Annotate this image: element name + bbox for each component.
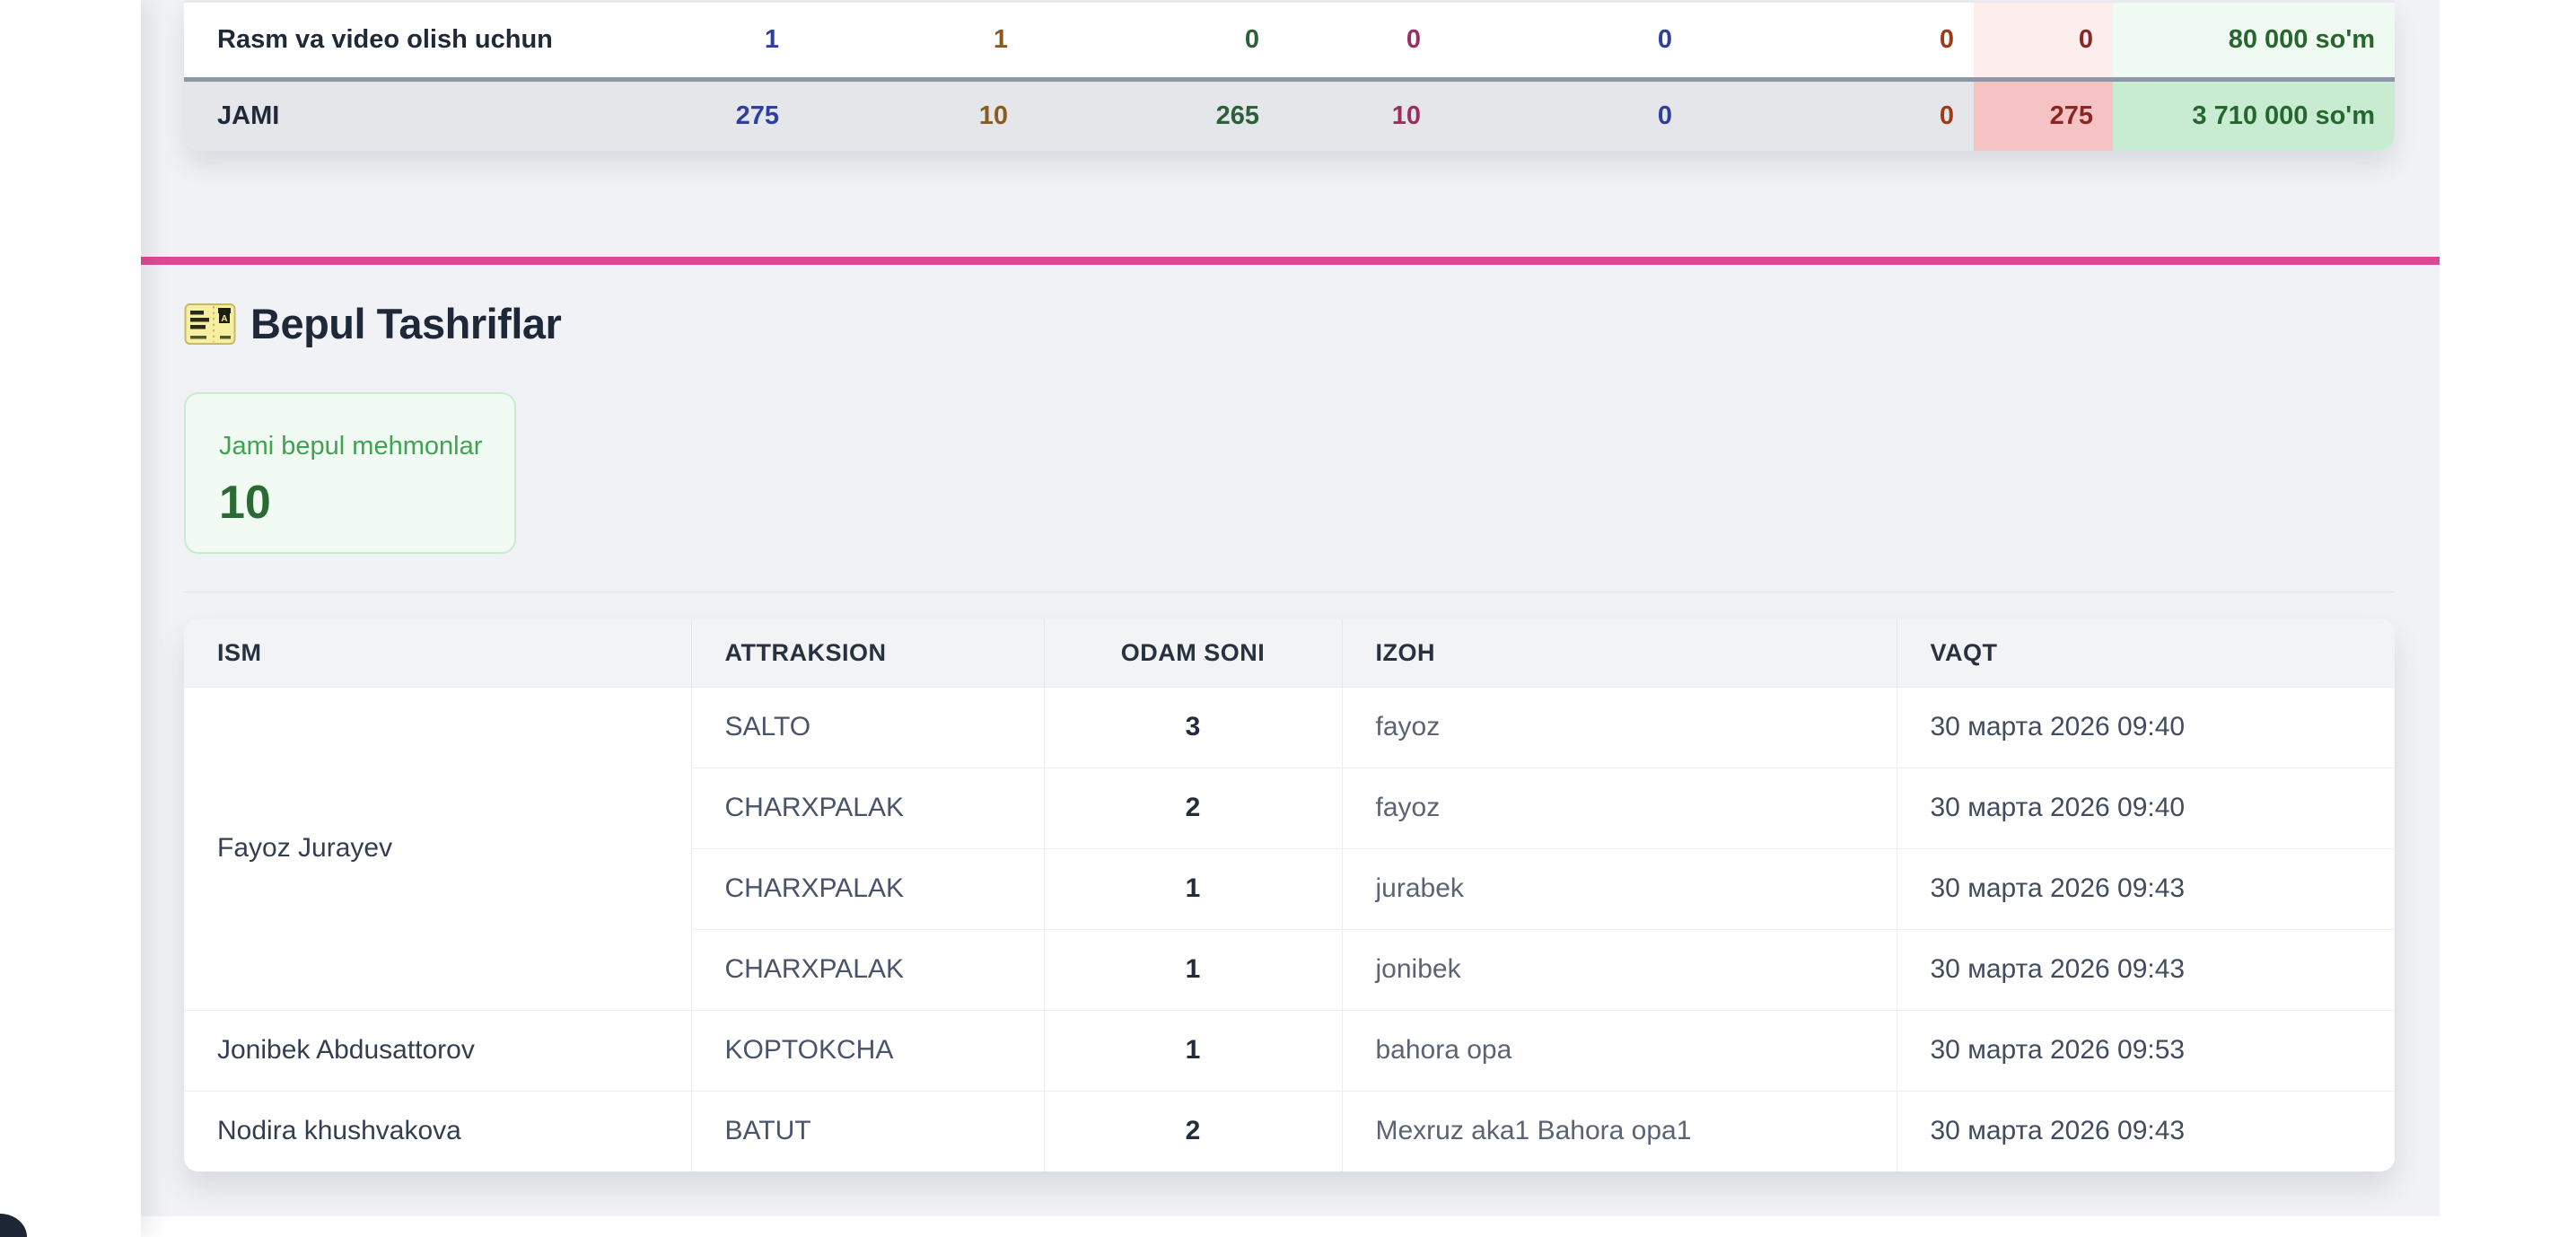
summary-table-card: Rasm va video olish uchun 1 1 0 0 0 0 0 80 000 s… <box>184 0 2395 151</box>
summary-value: 1 <box>764 24 779 54</box>
summary-value: 275 <box>628 76 799 151</box>
visit-row: CHARXPALAK 1 jonibek 30 марта 2026 09:43 <box>184 928 2395 1010</box>
section-header: A Bepul Tashriflar <box>184 299 562 348</box>
attraction-cell: CHARXPALAK <box>691 767 1045 848</box>
visitor-name: Fayoz Jurayev <box>184 686 692 1010</box>
note-cell: Mexruz aka1 Bahora opa1 <box>1342 1090 1897 1171</box>
summary-value: 0 <box>1939 24 1954 54</box>
summary-row-label: Rasm va video olish uchun <box>217 24 553 54</box>
count-cell: 1 <box>1044 847 1343 929</box>
summary-total-row: JAMI 275 10 265 10 0 0 275 3 710 000 so'm <box>184 76 2395 151</box>
free-guests-value: 10 <box>219 477 271 529</box>
time-cell: 30 марта 2026 09:53 <box>1897 1009 2395 1091</box>
column-header-odam-soni: ODAM SONI <box>1044 619 1343 687</box>
content-panel: Rasm va video olish uchun 1 1 0 0 0 0 0 80 000 s… <box>141 0 2440 1216</box>
section-divider <box>141 257 2440 265</box>
time-cell: 30 марта 2026 09:40 <box>1897 686 2395 768</box>
note-cell: jurabek <box>1342 847 1897 929</box>
summary-pink-value: 275 <box>1974 76 2113 151</box>
visits-table-card: ISM ATTRAKSION ODAM SONI IZOH VAQT Fayoz Jur… <box>184 619 2395 1171</box>
summary-value: 10 <box>1279 76 1441 151</box>
visits-table-body: Fayoz Jurayev SALTO 3 fayoz 30 марта 2026 09… <box>184 686 2395 1171</box>
note-cell: jonibek <box>1342 928 1897 1010</box>
section-title: Bepul Tashriflar <box>250 300 562 347</box>
summary-value: 0 <box>1692 76 1974 151</box>
visits-header-row: ISM ATTRAKSION ODAM SONI IZOH VAQT <box>184 619 2395 687</box>
summary-pink-value: 0 <box>1974 3 2113 79</box>
attraction-cell: KOPTOKCHA <box>691 1009 1045 1091</box>
count-cell: 1 <box>1044 1009 1343 1091</box>
count-cell: 2 <box>1044 1090 1343 1171</box>
svg-text:A: A <box>221 314 227 324</box>
visitor-name: Jonibek Abdusattorov <box>184 1009 692 1091</box>
free-guests-card: Jami bepul mehmonlar 10 <box>184 392 516 554</box>
summary-value: 0 <box>1406 24 1421 54</box>
attraction-cell: SALTO <box>691 686 1045 768</box>
time-cell: 30 марта 2026 09:43 <box>1897 1090 2395 1171</box>
count-cell: 1 <box>1044 928 1343 1010</box>
summary-value: 0 <box>1441 76 1692 151</box>
column-header-ism: ISM <box>184 619 692 687</box>
column-header-attraksion: ATTRAKSION <box>691 619 1045 687</box>
attraction-cell: BATUT <box>691 1090 1045 1171</box>
visit-row: Jonibek Abdusattorov KOPTOKCHA 1 bahora opa… <box>184 1009 2395 1091</box>
summary-row-label: JAMI <box>184 76 628 151</box>
time-cell: 30 марта 2026 09:43 <box>1897 928 2395 1010</box>
summary-value: 0 <box>1657 24 1672 54</box>
note-cell: fayoz <box>1342 686 1897 768</box>
free-guests-label: Jami bepul mehmonlar <box>219 432 483 461</box>
ticket-icon: A <box>184 300 236 348</box>
note-cell: fayoz <box>1342 767 1897 848</box>
attraction-cell: CHARXPALAK <box>691 928 1045 1010</box>
summary-total-value: 3 710 000 so'm <box>2113 76 2395 151</box>
attraction-cell: CHARXPALAK <box>691 847 1045 929</box>
summary-total-value: 80 000 so'm <box>2113 3 2395 79</box>
count-cell: 2 <box>1044 767 1343 848</box>
summary-value: 265 <box>1028 76 1279 151</box>
summary-value: 0 <box>1244 24 1259 54</box>
visits-table: ISM ATTRAKSION ODAM SONI IZOH VAQT Fayoz Jur… <box>184 619 2395 1171</box>
summary-table-body: Rasm va video olish uchun 1 1 0 0 0 0 0 80 000 s… <box>184 3 2395 151</box>
count-cell: 3 <box>1044 686 1343 768</box>
visit-row: CHARXPALAK 2 fayoz 30 марта 2026 09:40 <box>184 767 2395 848</box>
summary-value: 10 <box>799 76 1028 151</box>
visitor-name: Nodira khushvakova <box>184 1090 692 1171</box>
visit-row: Fayoz Jurayev SALTO 3 fayoz 30 марта 2026 09… <box>184 686 2395 1010</box>
visit-row: Nodira khushvakova BATUT 2 Mexruz aka1 Baho… <box>184 1090 2395 1171</box>
time-cell: 30 марта 2026 09:43 <box>1897 847 2395 929</box>
time-cell: 30 марта 2026 09:40 <box>1897 767 2395 848</box>
left-gutter <box>0 0 141 1237</box>
note-cell: bahora opa <box>1342 1009 1897 1091</box>
summary-data-row: Rasm va video olish uchun 1 1 0 0 0 0 0 80 000 s… <box>184 3 2395 79</box>
column-header-vaqt: VAQT <box>1897 619 2395 687</box>
visit-row: CHARXPALAK 1 jurabek 30 марта 2026 09:43 <box>184 847 2395 929</box>
summary-value: 1 <box>993 24 1008 54</box>
column-header-izoh: IZOH <box>1342 619 1897 687</box>
summary-table: Rasm va video olish uchun 1 1 0 0 0 0 0 80 000 s… <box>184 3 2395 151</box>
